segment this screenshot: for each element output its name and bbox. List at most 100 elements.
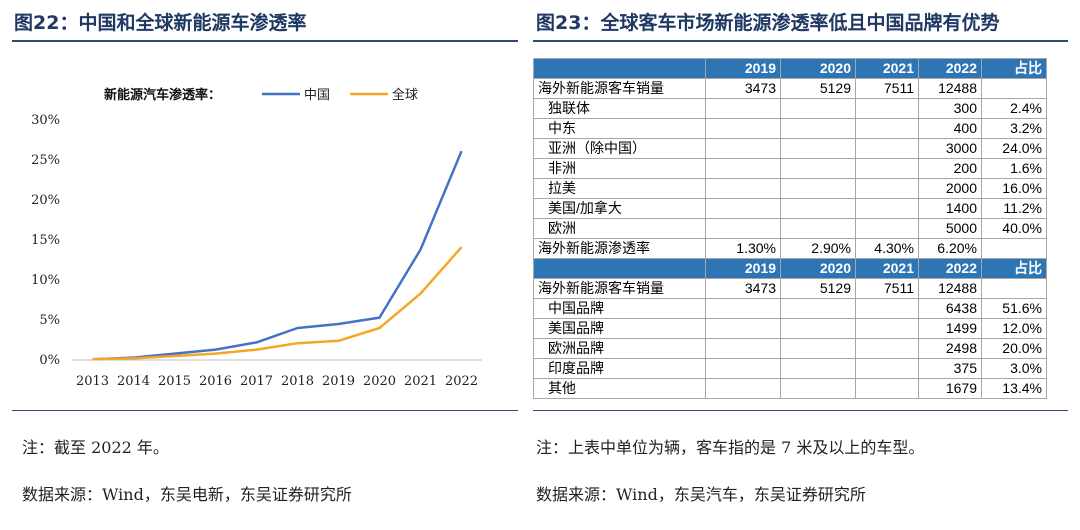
table-row: 美国/加拿大 1400 11.2%: [533, 198, 1047, 219]
table-cell: 3.0%: [981, 358, 1047, 379]
table-cell: 1.6%: [981, 158, 1047, 179]
table-row-label: 中国品牌: [533, 298, 706, 319]
table-cell: [780, 338, 856, 359]
table-cell: [780, 298, 856, 319]
table-cell: [705, 118, 781, 139]
table-row: 亚洲（除中国） 3000 24.0%: [533, 138, 1047, 159]
x-tick-label: 2020: [363, 374, 396, 389]
table-cell: 51.6%: [981, 298, 1047, 319]
table-cell: 12488: [918, 78, 982, 99]
table-row-label: 美国品牌: [533, 318, 706, 339]
right-figure-title: 图23：全球客车市场新能源渗透率低且中国品牌有优势: [536, 12, 1000, 34]
table-header-cell: 占比: [981, 58, 1047, 79]
table-cell: 3473: [705, 78, 781, 99]
left-source: 数据来源：Wind，东吴电新，东吴证券研究所: [22, 485, 352, 504]
x-tick-label: 2016: [199, 374, 232, 389]
series-line-0: [92, 150, 463, 361]
table-cell: [855, 138, 919, 159]
x-tick-label: 2021: [404, 374, 437, 389]
table-cell: [855, 378, 919, 399]
right-source: 数据来源：Wind，东吴汽车，东吴证券研究所: [536, 485, 866, 504]
table-row-label: 印度品牌: [533, 358, 706, 379]
table-cell: 4.30%: [855, 238, 919, 259]
x-tick-label: 2022: [445, 374, 478, 389]
table-cell: [855, 218, 919, 239]
x-tick-label: 2018: [281, 374, 314, 389]
table-cell: [705, 298, 781, 319]
table-cell: 1499: [918, 318, 982, 339]
table-cell: 5129: [780, 78, 856, 99]
table-row-label: 海外新能源客车销量: [533, 78, 706, 99]
table-cell: 3473: [705, 278, 781, 299]
table-cell: 3.2%: [981, 118, 1047, 139]
table-header-cell: 2020: [780, 258, 856, 279]
y-tick-label: 5%: [39, 313, 60, 328]
right-bottom-rule: [533, 410, 1068, 411]
table-row-label: 非洲: [533, 158, 706, 179]
table-cell: [855, 298, 919, 319]
table-header-cell: [533, 58, 706, 79]
table-cell: 1400: [918, 198, 982, 219]
table-row-label: 独联体: [533, 98, 706, 119]
x-tick-label: 2019: [322, 374, 355, 389]
table-cell: [855, 358, 919, 379]
table-cell: 300: [918, 98, 982, 119]
legend-label-0: 中国: [304, 88, 330, 103]
table-cell: 1.30%: [705, 238, 781, 259]
table-row: 海外新能源客车销量 3473 5129 7511 12488: [533, 78, 1047, 99]
table-header-cell: 2019: [705, 58, 781, 79]
legend-label-1: 全球: [392, 87, 418, 103]
table-cell: [981, 78, 1047, 99]
table-cell: 12.0%: [981, 318, 1047, 339]
table-cell: [780, 198, 856, 219]
table-cell: 6438: [918, 298, 982, 319]
y-tick-label: 25%: [31, 153, 60, 168]
table-header-cell: 2021: [855, 258, 919, 279]
table-cell: [780, 218, 856, 239]
table-cell: 40.0%: [981, 218, 1047, 239]
table-row: 海外新能源客车销量 3473 5129 7511 12488: [533, 278, 1047, 299]
table-cell: [705, 358, 781, 379]
y-tick-label: 20%: [31, 193, 60, 208]
penetration-line-chart: 新能源汽车渗透率： 中国 全球 0%5%10%15%20%25%30% 2013 20…: [31, 87, 482, 389]
table-row-label: 欧洲品牌: [533, 338, 706, 359]
right-title-rule: [533, 40, 1068, 42]
table-cell: [780, 138, 856, 159]
y-tick-label: 30%: [31, 113, 60, 128]
table-header-cell: 2021: [855, 58, 919, 79]
table-row: 海外新能源渗透率 1.30% 2.90% 4.30% 6.20%: [533, 238, 1047, 259]
table-row: 中东 400 3.2%: [533, 118, 1047, 139]
table-cell: [705, 138, 781, 159]
table-cell: [780, 98, 856, 119]
table-cell: [705, 378, 781, 399]
table-cell: 5000: [918, 218, 982, 239]
table-header-cell: 2020: [780, 58, 856, 79]
y-tick-label: 0%: [39, 353, 60, 368]
table-header-cell: [533, 258, 706, 279]
table-cell: 1679: [918, 378, 982, 399]
table-cell: 375: [918, 358, 982, 379]
table-cell: 7511: [855, 78, 919, 99]
table-cell: 2.90%: [780, 238, 856, 259]
table-cell: [780, 378, 856, 399]
table-cell: 24.0%: [981, 138, 1047, 159]
table-cell: [705, 318, 781, 339]
table-row: 印度品牌 375 3.0%: [533, 358, 1047, 379]
table-row-label: 其他: [533, 378, 706, 399]
table-row-label: 欧洲: [533, 218, 706, 239]
table-cell: 5129: [780, 278, 856, 299]
table-cell: [705, 178, 781, 199]
chart-legend: 新能源汽车渗透率： 中国 全球: [104, 87, 418, 103]
table-row: 欧洲 5000 40.0%: [533, 218, 1047, 239]
left-note: 注：截至 2022 年。: [22, 438, 169, 457]
table-cell: [705, 198, 781, 219]
table-cell: 11.2%: [981, 198, 1047, 219]
series-line-1: [92, 246, 463, 361]
x-tick-label: 2017: [240, 374, 273, 389]
table-cell: 13.4%: [981, 378, 1047, 399]
table-row: 非洲 200 1.6%: [533, 158, 1047, 179]
table-row: 美国品牌 1499 12.0%: [533, 318, 1047, 339]
left-figure-title: 图22：中国和全球新能源车渗透率: [14, 12, 307, 34]
table-cell: [855, 98, 919, 119]
table-cell: [780, 158, 856, 179]
